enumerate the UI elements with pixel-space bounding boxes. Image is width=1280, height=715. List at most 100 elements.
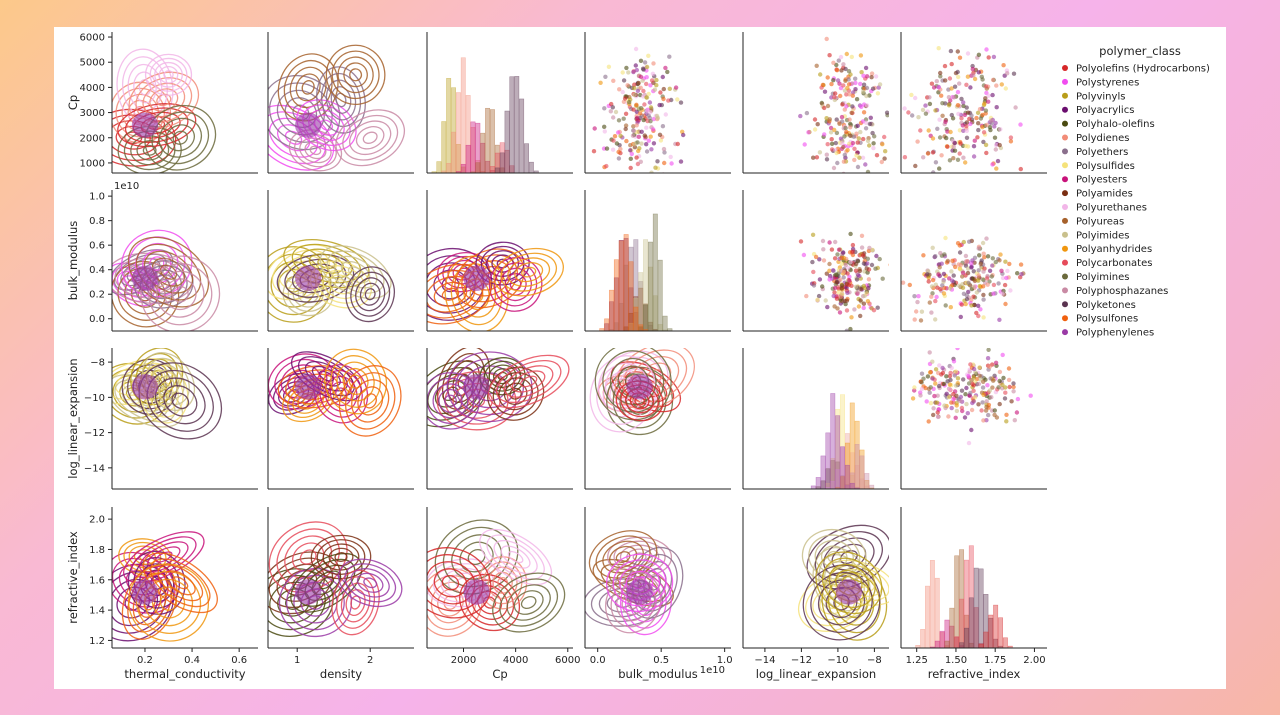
- scatter-point: [847, 141, 852, 146]
- scatter-point: [860, 155, 866, 160]
- scatter-point: [991, 282, 997, 288]
- scatter-point: [998, 252, 1003, 257]
- scatter-point: [997, 369, 1003, 375]
- scatter-point: [971, 269, 976, 274]
- scatter-point: [943, 78, 948, 83]
- legend-entry-label: Polystyrenes: [1076, 77, 1139, 88]
- scatter-point: [1011, 381, 1016, 386]
- scatter-point: [872, 134, 877, 139]
- scatter-point: [635, 115, 640, 121]
- scatter-point: [847, 274, 852, 279]
- histogram-bar: [633, 239, 639, 331]
- scatter-point: [987, 388, 992, 393]
- scatter-point: [935, 414, 941, 420]
- scatter-point: [990, 263, 995, 268]
- panel-log_linear_expansion-vs-Cp: [426, 348, 573, 490]
- kde-contour: [427, 547, 492, 619]
- scatter-point: [1003, 86, 1008, 91]
- scatter-point: [918, 318, 924, 323]
- scatter-point: [879, 159, 884, 165]
- x-axis-label: thermal_conductivity: [124, 667, 245, 681]
- scatter-point: [853, 87, 858, 92]
- scatter-point: [843, 66, 848, 72]
- scatter-point: [837, 81, 842, 86]
- kde-contour: [363, 393, 377, 409]
- kde-contour: [500, 545, 531, 569]
- scatter-point: [915, 139, 920, 144]
- scatter-point: [949, 86, 954, 91]
- scatter-point: [620, 70, 625, 75]
- scatter-point: [1006, 377, 1012, 383]
- scatter-point: [661, 96, 666, 102]
- kde-contour: [310, 534, 372, 580]
- histogram-bar: [934, 640, 940, 648]
- legend-marker: [1062, 231, 1068, 238]
- histogram-bar: [499, 152, 505, 173]
- kde-contour: [357, 386, 384, 416]
- y-tick-label: 1.4: [89, 606, 105, 617]
- scatter-point: [960, 285, 966, 290]
- scatter-point: [959, 116, 964, 121]
- scatter-point: [931, 406, 936, 411]
- scatter-point: [817, 150, 823, 155]
- scatter-point: [982, 101, 987, 106]
- scatter-point: [957, 283, 962, 288]
- scatter-point: [823, 298, 828, 303]
- legend-entry-label: Polycarbonates: [1076, 258, 1152, 269]
- scatter-point: [858, 81, 863, 87]
- scatter-point: [654, 83, 659, 88]
- scatter-point: [970, 381, 975, 387]
- scatter-point: [957, 55, 963, 60]
- histogram-bar: [490, 109, 495, 173]
- legend-entry-label: Polyimines: [1076, 272, 1130, 283]
- scatter-point: [648, 119, 653, 124]
- legend-marker: [1062, 315, 1068, 322]
- scatter-point: [994, 83, 999, 88]
- scatter-point: [845, 147, 850, 153]
- scatter-point: [861, 136, 866, 142]
- scatter-point: [976, 303, 981, 308]
- scatter-point: [806, 130, 811, 135]
- legend-entry-label: Polysulfones: [1076, 314, 1138, 325]
- scatter-point: [951, 95, 957, 100]
- scatter-point: [971, 73, 976, 78]
- y-tick-label: 2000: [80, 133, 105, 144]
- kde-contour: [513, 590, 544, 615]
- scatter-point: [970, 258, 975, 263]
- scatter-point: [938, 74, 943, 79]
- scatter-point: [859, 70, 864, 75]
- scatter-point: [831, 60, 836, 65]
- scatter-point: [813, 254, 819, 260]
- scatter-point: [865, 138, 871, 144]
- scatter-point: [604, 146, 610, 151]
- scatter-point: [971, 388, 976, 393]
- scatter-point: [844, 308, 850, 313]
- scatter-point: [811, 269, 816, 275]
- scatter-point: [633, 46, 639, 52]
- scatter-point: [829, 247, 835, 252]
- y-tick-label: 4000: [80, 83, 105, 94]
- scatter-point: [969, 303, 974, 308]
- panel-bulk_modulus-vs-thermal_conductivity: 0.0 0.2 0.4 0.6 0.8 1.0 bulk_modulus 1e10: [66, 181, 258, 332]
- kde-contour: [459, 573, 521, 632]
- scatter-point: [859, 245, 865, 250]
- scatter-point: [927, 300, 932, 305]
- scatter-point: [947, 382, 953, 387]
- scatter-point: [648, 83, 653, 88]
- kde-contour: [301, 80, 315, 95]
- scatter-point: [959, 388, 965, 393]
- scatter-point: [598, 80, 603, 85]
- kde-contour: [277, 53, 339, 122]
- scatter-point: [1004, 412, 1009, 417]
- scatter-point: [827, 268, 832, 273]
- kde-contour: [588, 530, 658, 584]
- scatter-point: [970, 276, 975, 281]
- x-tick-label: 1.50: [945, 655, 967, 666]
- kde-contour: [499, 578, 559, 627]
- scatter-point: [852, 157, 857, 163]
- scatter-point: [983, 142, 989, 148]
- scatter-point: [939, 93, 944, 98]
- scatter-point: [933, 381, 938, 386]
- scatter-point: [957, 250, 963, 255]
- x-tick-label: 0.5: [653, 655, 669, 666]
